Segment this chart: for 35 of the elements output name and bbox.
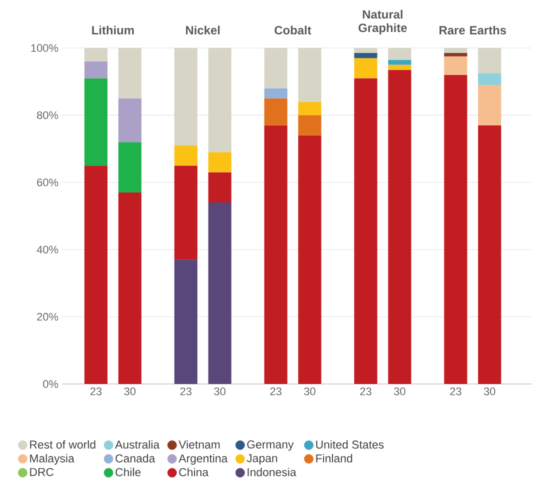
legend-label: Rest of world [30,440,96,449]
x-tick-label: 23 [450,388,462,396]
legend-label: Japan [246,454,278,464]
x-tick-label: 30 [304,388,316,396]
x-tick-label: 30 [484,388,496,396]
y-tick-label: 80% [37,111,58,120]
x-tick-label: 23 [270,388,282,396]
legend-label: DRC [30,468,54,476]
text: Rare Earths [440,26,506,34]
legend-label: Australia [115,440,160,449]
y-tick-label: 100% [31,44,58,52]
legend-label: Germany [247,440,294,451]
y-tick-label: 40% [36,246,58,254]
x-tick-label: 23 [90,388,102,396]
text: Natural Graphite [358,10,407,34]
legend-label: Indonesia [248,468,296,476]
legend-label: Chile [116,468,141,476]
y-tick-label: 60% [37,178,58,186]
x-tick-label: 30 [214,388,226,396]
legend-label: Canada [116,454,156,462]
text: Nickel [186,26,220,34]
y-tick-label: 20% [37,312,58,321]
x-tick-label: 30 [124,388,136,396]
legend-label: United States [316,440,384,449]
x-tick-label: 23 [360,388,372,396]
x-tick-label: 30 [394,388,406,396]
legend-label: China [179,468,209,476]
legend-label: Argentina [178,454,228,465]
legend-label: Finland [316,454,352,462]
y-tick-label: 0% [43,380,58,388]
legend-label: Malaysia [30,454,74,465]
text: Cobalt [274,26,312,34]
x-tick-label: 23 [180,388,192,396]
text: Lithium [92,26,134,34]
legend-label: Vietnam [178,440,220,449]
